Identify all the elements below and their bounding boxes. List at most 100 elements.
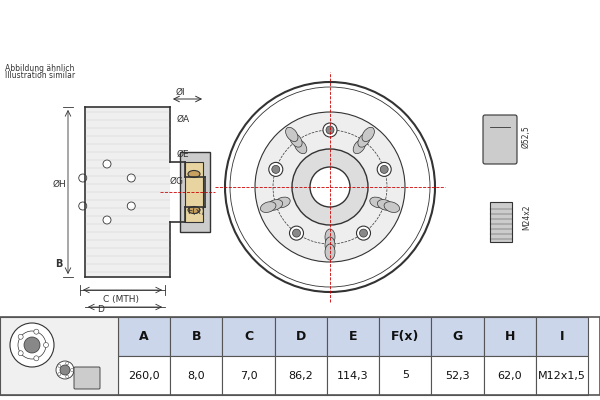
Circle shape [359,229,368,237]
Circle shape [255,112,405,262]
Circle shape [326,126,334,134]
Text: C: C [244,330,253,343]
Bar [484,356,536,395]
Circle shape [65,362,68,365]
Bar [431,356,484,395]
Text: 86,2: 86,2 [289,370,313,380]
Text: Ø52,5: Ø52,5 [522,126,531,148]
Bar [170,317,223,356]
Bar [180,152,210,232]
Text: 7,0: 7,0 [240,370,257,380]
Text: Illustration similar: Illustration similar [5,71,75,80]
Bar [223,356,275,395]
Text: A: A [139,330,149,343]
Text: F(x): F(x) [391,330,419,343]
Circle shape [225,82,435,292]
Bar [490,202,512,242]
Bar [170,356,223,395]
Text: 8,0: 8,0 [188,370,205,380]
Text: ØA: ØA [177,115,190,124]
Circle shape [18,334,23,339]
Text: E: E [349,330,357,343]
Bar [223,317,275,356]
Ellipse shape [286,127,298,142]
Ellipse shape [325,237,335,253]
Text: ØG: ØG [170,177,184,186]
Circle shape [292,229,301,237]
Text: 62,0: 62,0 [497,370,522,380]
Ellipse shape [56,361,74,379]
Circle shape [34,356,39,361]
Text: 24.0108-0118.2   408118: 24.0108-0118.2 408118 [124,14,476,38]
Circle shape [380,165,388,173]
FancyBboxPatch shape [74,367,100,389]
Circle shape [127,202,135,210]
Circle shape [356,226,371,240]
Circle shape [65,375,68,378]
Circle shape [18,351,23,356]
Circle shape [323,123,337,137]
Text: D: D [97,305,104,314]
Bar [327,356,379,395]
Circle shape [60,365,70,375]
Circle shape [79,202,87,210]
Text: H: H [505,330,515,343]
Circle shape [289,226,304,240]
FancyBboxPatch shape [85,107,170,277]
Text: D: D [296,330,306,343]
Ellipse shape [260,202,276,212]
Text: G: G [452,330,463,343]
Text: ØH: ØH [53,180,67,189]
Bar [118,317,170,356]
Text: 52,3: 52,3 [445,370,470,380]
Ellipse shape [188,206,200,214]
Bar [0,317,118,395]
Bar [379,356,431,395]
Circle shape [58,364,61,367]
Bar [327,317,379,356]
Circle shape [103,216,111,224]
Bar [379,317,431,356]
Ellipse shape [384,202,400,212]
Circle shape [10,323,54,367]
Bar [275,317,327,356]
Text: M24x2: M24x2 [522,204,531,230]
Circle shape [310,167,350,207]
Ellipse shape [267,200,283,210]
Circle shape [269,162,283,176]
FancyBboxPatch shape [483,115,517,164]
Ellipse shape [295,140,307,154]
Text: F(x): F(x) [187,207,205,216]
Text: I: I [560,330,564,343]
Ellipse shape [353,140,365,154]
Ellipse shape [290,133,302,147]
Text: M12x1,5: M12x1,5 [538,370,586,380]
Ellipse shape [325,229,335,245]
Bar [185,162,203,222]
Ellipse shape [188,170,200,178]
Text: 114,3: 114,3 [337,370,369,380]
Text: C (MTH): C (MTH) [103,295,139,304]
Bar [0,317,600,395]
Ellipse shape [275,197,290,208]
Ellipse shape [370,197,385,208]
Ellipse shape [325,244,335,260]
Ellipse shape [362,127,374,142]
Text: 5: 5 [402,370,409,380]
Circle shape [24,337,40,353]
Circle shape [58,373,61,376]
Ellipse shape [358,133,370,147]
Circle shape [103,160,111,168]
Text: Abbildung ähnlich: Abbildung ähnlich [5,64,74,73]
Circle shape [44,342,49,348]
Circle shape [34,329,39,334]
Text: ØE: ØE [177,150,190,159]
Text: B: B [55,259,62,269]
Circle shape [377,162,391,176]
Text: B: B [191,330,201,343]
Bar [275,356,327,395]
Text: ØI: ØI [175,88,185,97]
Circle shape [272,165,280,173]
Bar [431,317,484,356]
Text: 260,0: 260,0 [128,370,160,380]
